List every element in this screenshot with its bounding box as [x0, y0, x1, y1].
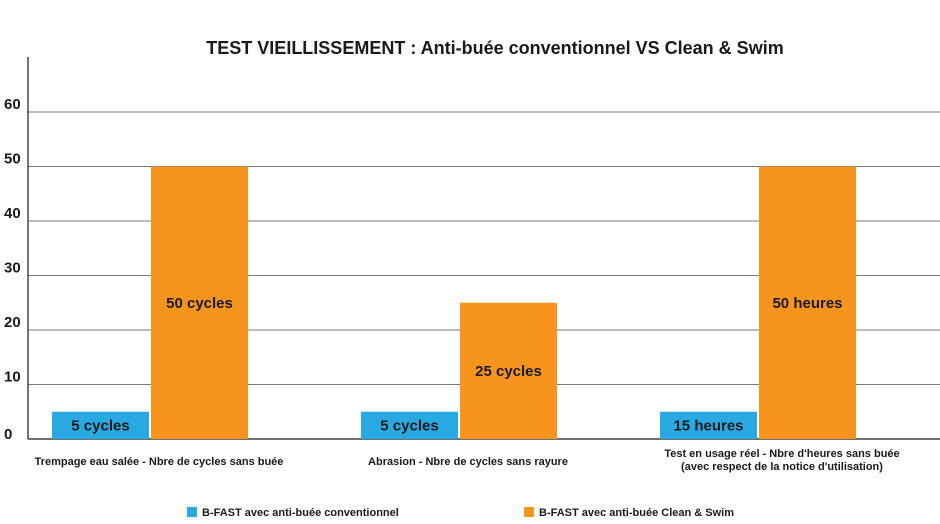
- y-tick-label: 0: [4, 426, 12, 443]
- category-label: Abrasion - Nbre de cycles sans rayure: [368, 456, 568, 468]
- legend: B-FAST avec anti-buée conventionnel B-FAS…: [187, 507, 734, 519]
- legend-label: B-FAST avec anti-buée Clean & Swim: [539, 507, 734, 519]
- y-tick-label: 30: [4, 260, 21, 277]
- data-labels: 5 cycles 5 cycles 15 heures 50 cycles 25 cyc…: [71, 295, 842, 435]
- bar-clean-swim: [460, 302, 557, 439]
- category-label: (avec respect de la notice d'utilisation…: [681, 461, 883, 473]
- y-tick-label: 20: [4, 314, 21, 331]
- legend-swatch: [524, 507, 534, 517]
- legend-swatch: [187, 507, 197, 517]
- data-label: 15 heures: [673, 417, 743, 434]
- category-labels: Trempage eau salée - Nbre de cycles sans…: [35, 448, 900, 473]
- y-tick-label: 60: [4, 96, 21, 113]
- bars: [52, 166, 856, 439]
- bar-conventionnel: [52, 411, 149, 439]
- y-tick-label: 50: [4, 151, 21, 168]
- data-label: 5 cycles: [380, 417, 438, 434]
- category-label: Trempage eau salée - Nbre de cycles sans…: [35, 456, 284, 468]
- y-tick-label: 40: [4, 205, 21, 222]
- data-label: 50 cycles: [166, 295, 233, 312]
- category-label: Test en usage réel - Nbre d'heures sans …: [664, 448, 899, 460]
- bar-clean-swim: [151, 166, 248, 439]
- y-tick-label: 10: [4, 369, 21, 386]
- bar-clean-swim: [759, 166, 856, 439]
- data-label: 50 heures: [772, 295, 842, 312]
- y-tick-labels: 0 10 20 30 40 50 60: [4, 96, 21, 443]
- legend-label: B-FAST avec anti-buée conventionnel: [202, 507, 399, 519]
- bar-conventionnel: [660, 411, 757, 439]
- chart-title: TEST VIEILLISSEMENT : Anti-buée conventi…: [206, 38, 783, 58]
- bar-conventionnel: [361, 411, 458, 439]
- data-label: 5 cycles: [71, 417, 129, 434]
- data-label: 25 cycles: [475, 363, 542, 380]
